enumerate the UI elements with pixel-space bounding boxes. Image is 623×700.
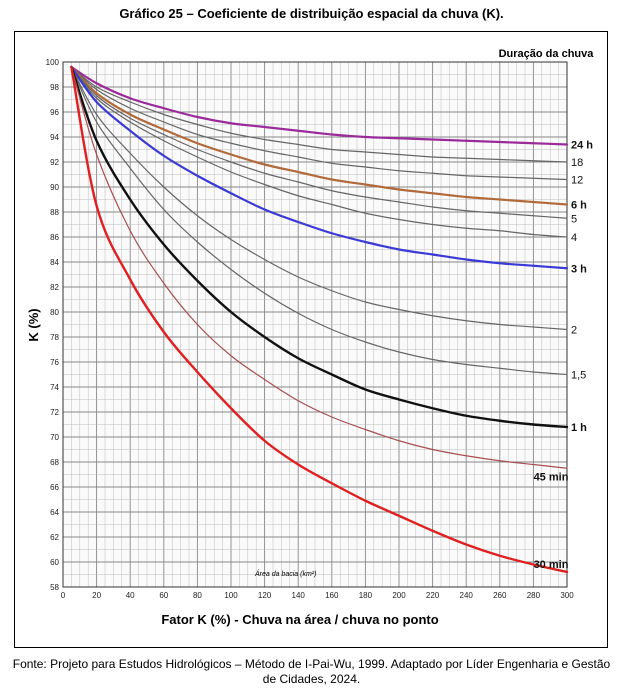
- series-label: 24 h: [571, 140, 593, 152]
- series-label: 6 h: [571, 200, 587, 212]
- series-line-9: [70, 65, 569, 429]
- x-tick-label: 160: [325, 591, 339, 600]
- y-tick-label: 58: [50, 583, 59, 592]
- x-tick-label: 140: [292, 591, 306, 600]
- series-label: 1 h: [571, 422, 587, 434]
- series-line-7: [70, 66, 568, 331]
- series-line-1: [70, 66, 568, 163]
- series-label: 18: [571, 157, 583, 169]
- series-line-5: [70, 66, 568, 238]
- x-tick-label: 180: [359, 591, 373, 600]
- series-label: 4: [571, 232, 577, 244]
- series-label: 12: [571, 175, 583, 187]
- y-tick-label: 84: [50, 258, 59, 267]
- y-axis-label: K (%): [26, 308, 41, 341]
- y-tick-label: 62: [50, 533, 59, 542]
- y-tick-label: 74: [50, 383, 59, 392]
- y-tick-label: 90: [50, 183, 59, 192]
- series-label: 45 min: [534, 471, 569, 483]
- y-tick-label: 88: [50, 208, 59, 217]
- y-tick-label: 60: [50, 558, 59, 567]
- x-tick-label: 300: [560, 591, 574, 600]
- y-tick-label: 80: [50, 308, 59, 317]
- plot-border: [62, 61, 568, 588]
- series-label: 5: [571, 213, 577, 225]
- y-tick-label: 94: [50, 133, 59, 142]
- chart-frame: [14, 31, 608, 648]
- x-tick-label: 100: [224, 591, 238, 600]
- series-line-0: [70, 65, 569, 146]
- series-line-11: [70, 65, 569, 574]
- y-tick-label: 82: [50, 283, 59, 292]
- x-axis-label: Fator K (%) - Chuva na área / chuva no p…: [161, 612, 438, 627]
- x-tick-label: 240: [460, 591, 474, 600]
- series-line-6: [70, 65, 569, 270]
- y-tick-label: 92: [50, 158, 59, 167]
- x-tick-label: 220: [426, 591, 440, 600]
- series-label: 1,5: [571, 370, 586, 382]
- series-line-10: [70, 66, 568, 469]
- x-tick-label: 80: [193, 591, 202, 600]
- y-tick-label: 86: [50, 233, 59, 242]
- y-tick-label: 76: [50, 358, 59, 367]
- series-line-4: [70, 66, 568, 219]
- series-line-3: [70, 65, 569, 206]
- y-tick-label: 64: [50, 508, 59, 517]
- source-note: Fonte: Projeto para Estudos Hidrológicos…: [12, 657, 611, 686]
- series-label: 3 h: [571, 263, 587, 275]
- x-tick-label: 260: [493, 591, 507, 600]
- y-tick-label: 70: [50, 433, 59, 442]
- x-tick-label: 20: [92, 591, 101, 600]
- chart-title: Gráfico 25 – Coeficiente de distribuição…: [119, 6, 504, 21]
- series-label: 30 min: [534, 559, 569, 571]
- inner-area-label: Área da bacia (km²): [254, 569, 316, 578]
- x-tick-label: 120: [258, 591, 272, 600]
- series-line-8: [70, 66, 568, 376]
- y-tick-label: 100: [46, 58, 60, 67]
- x-tick-label: 0: [61, 591, 66, 600]
- x-tick-label: 200: [392, 591, 406, 600]
- y-tick-label: 78: [50, 333, 59, 342]
- y-tick-label: 96: [50, 108, 59, 117]
- y-tick-label: 68: [50, 458, 59, 467]
- x-tick-label: 60: [159, 591, 168, 600]
- legend-title: Duração da chuva: [499, 48, 595, 60]
- y-tick-label: 66: [50, 483, 59, 492]
- series-label: 2: [571, 325, 577, 337]
- series-line-2: [70, 66, 568, 181]
- y-tick-label: 98: [50, 83, 59, 92]
- x-tick-label: 280: [527, 591, 541, 600]
- x-tick-label: 40: [126, 591, 135, 600]
- grid: [62, 61, 568, 588]
- y-tick-label: 72: [50, 408, 59, 417]
